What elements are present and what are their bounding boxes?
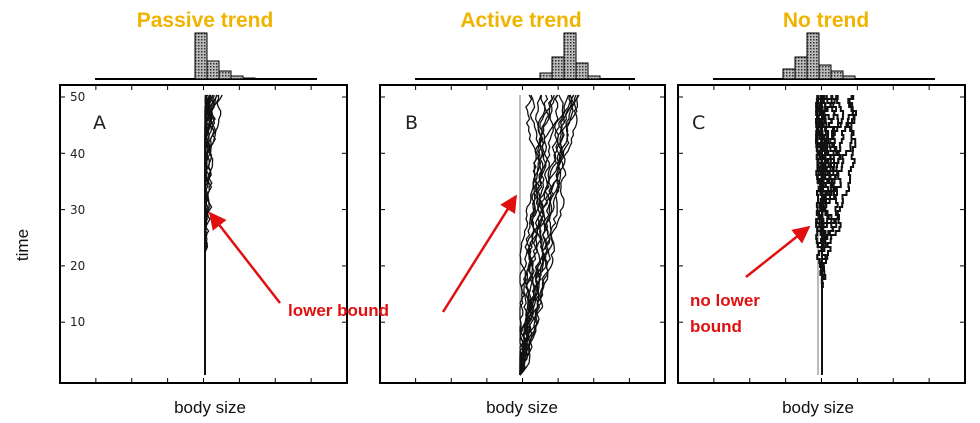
- plot-frame: [59, 84, 348, 384]
- histogram-bar: [539, 72, 553, 80]
- histogram-bar: [842, 75, 856, 80]
- walk-line: [519, 94, 565, 375]
- annotation-arrows: [208, 194, 811, 313]
- y-tick-label: 40: [70, 147, 85, 161]
- walk-line: [519, 94, 575, 375]
- walk-line: [519, 94, 574, 376]
- x-axis-label: body size: [782, 398, 854, 417]
- walk-line: [204, 94, 208, 375]
- x-axis-label: body size: [174, 398, 246, 417]
- histogram-bar: [818, 64, 832, 80]
- histogram-bar: [587, 75, 601, 80]
- walk-line: [519, 94, 544, 375]
- histogram-bar: [782, 68, 796, 80]
- walk-line: [519, 94, 575, 375]
- annotation: no lower: [690, 291, 760, 310]
- panel-title: Passive trend: [137, 9, 274, 32]
- x-axis-label: body size: [486, 398, 558, 417]
- y-tick-label: 20: [70, 259, 85, 273]
- histogram-bar: [206, 60, 220, 80]
- walk-line: [519, 94, 577, 375]
- histogram-bar: [218, 70, 232, 80]
- histogram-bar: [830, 70, 844, 80]
- y-tick-label: 10: [70, 315, 85, 329]
- plot-frame: [379, 84, 666, 384]
- panel-letter: C: [692, 112, 705, 134]
- panel-letter: B: [405, 112, 418, 134]
- walk-line: [519, 94, 555, 376]
- annotation: lower bound: [288, 301, 389, 320]
- y-tick-label: 30: [70, 203, 85, 217]
- histogram-bar: [194, 32, 208, 80]
- histogram-bar: [563, 32, 577, 80]
- histogram-bar: [794, 56, 808, 80]
- walk-line: [519, 94, 551, 376]
- walk-line: [815, 95, 855, 375]
- histogram-bar: [551, 56, 565, 80]
- panel-title: Active trend: [460, 9, 581, 32]
- y-tick-label: 50: [70, 90, 85, 104]
- panel-title: No trend: [783, 9, 869, 32]
- histogram-bar: [242, 77, 256, 80]
- walk-line: [519, 94, 575, 376]
- histogram-bar: [806, 32, 820, 80]
- panel-letter: A: [93, 112, 106, 134]
- annotation: bound: [690, 317, 742, 336]
- histogram-bar: [575, 62, 589, 80]
- histogram-bar: [230, 75, 244, 80]
- y-axis-label: time: [13, 229, 32, 261]
- walk-line: [519, 94, 559, 376]
